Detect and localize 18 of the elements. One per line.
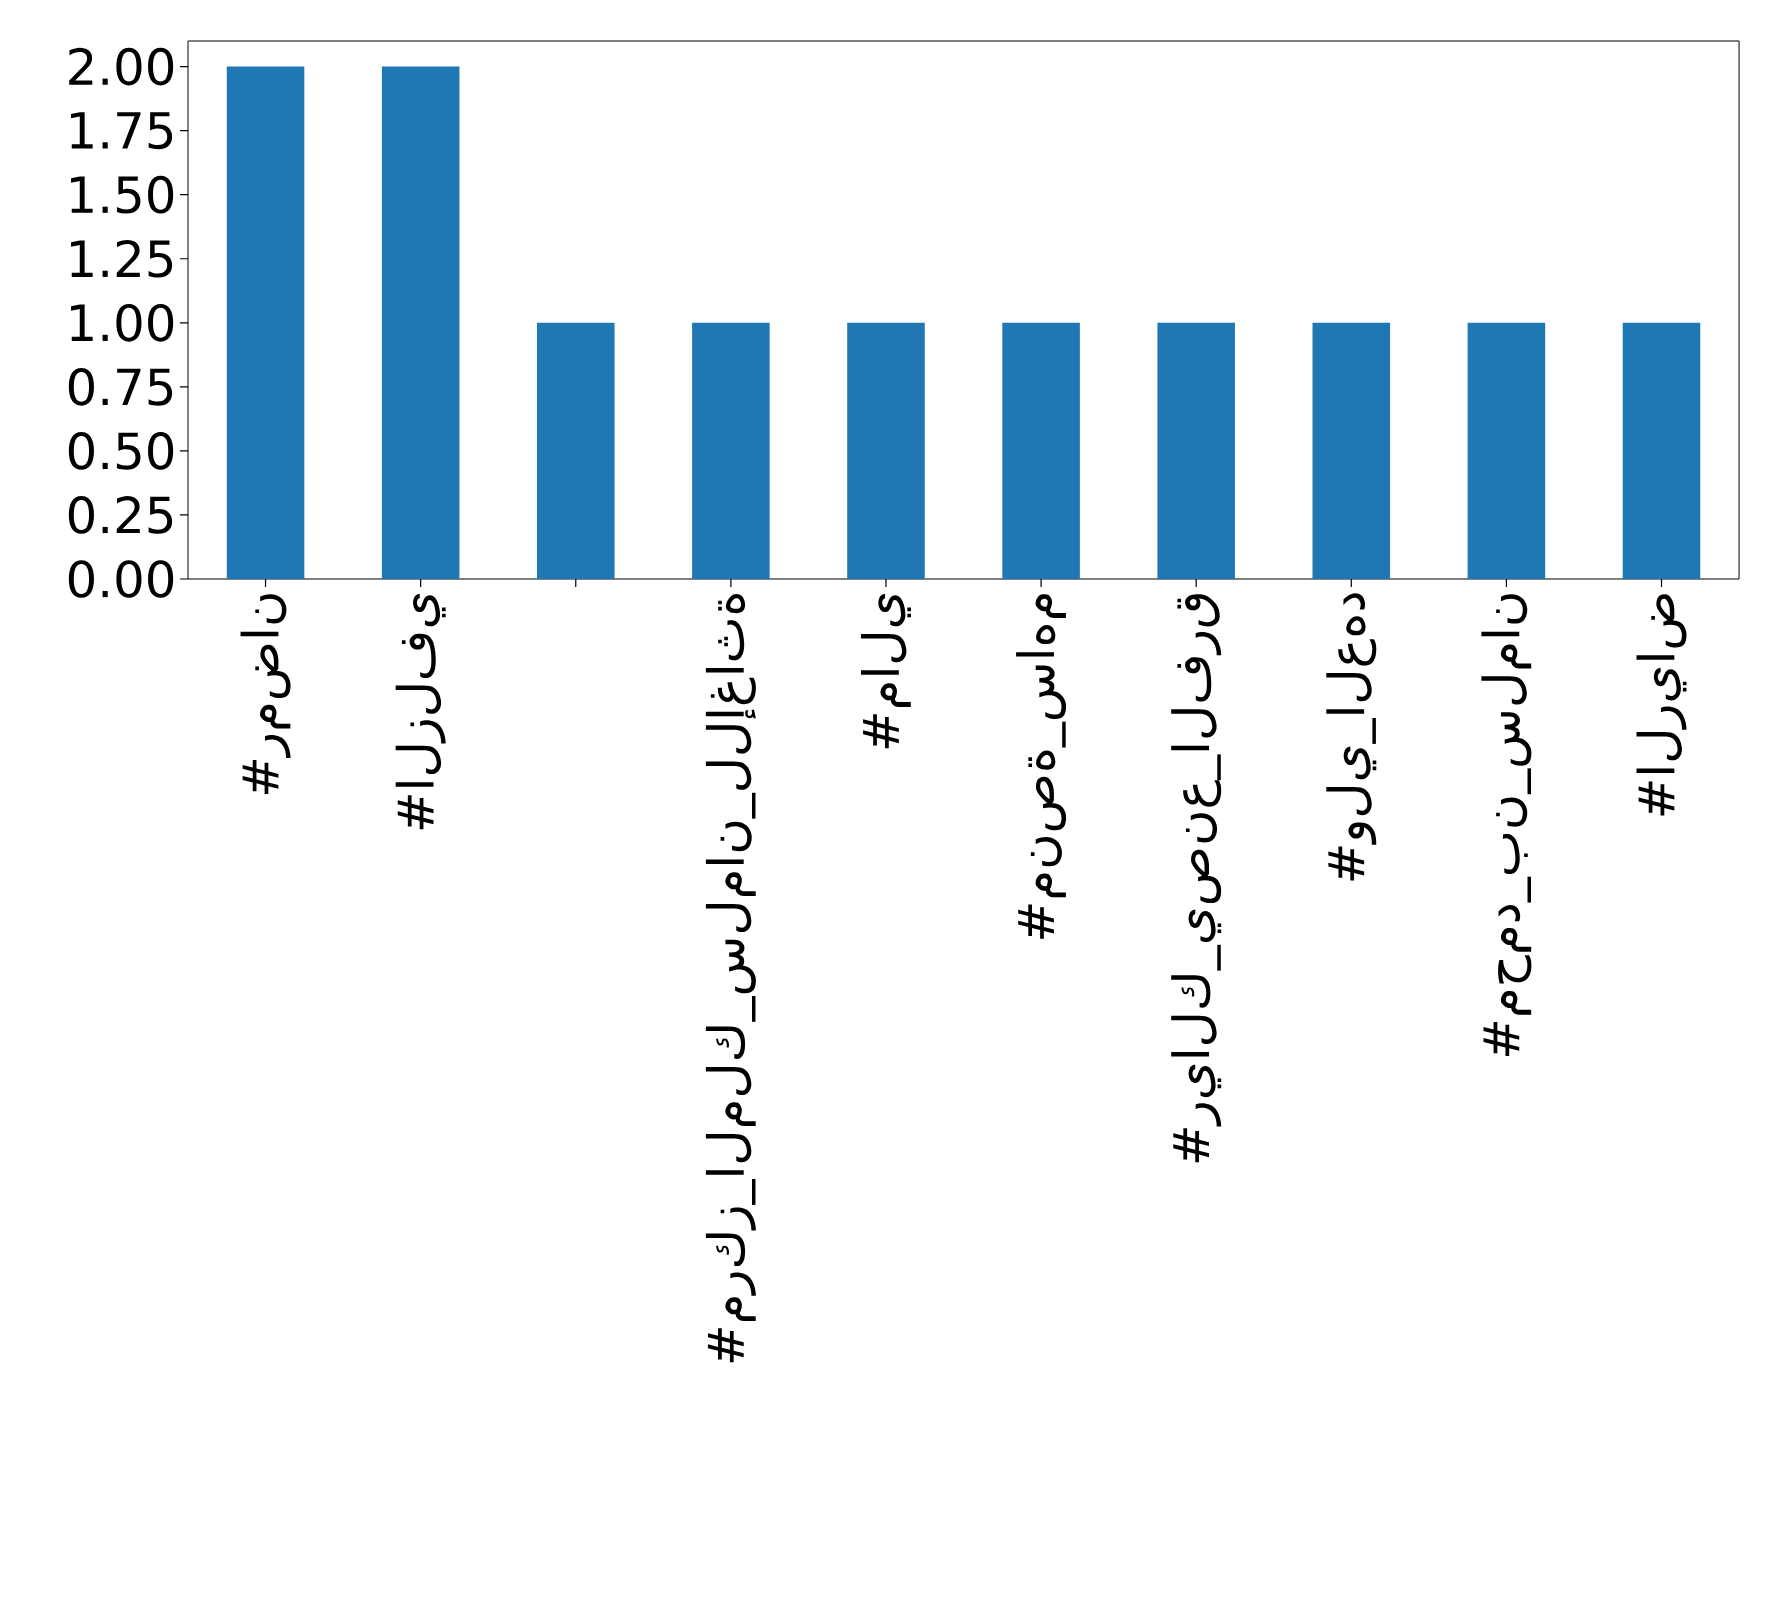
y-tick-label: 2.00	[69, 47, 174, 86]
x-tick-label: #رمضان	[240, 594, 291, 794]
x-tick-label: #منصة_ساهم	[1016, 594, 1067, 939]
x-tick-label: #الزلفي	[395, 593, 446, 830]
y-tick-label: 0.75	[68, 368, 173, 406]
y-tick-label: 0.50	[68, 432, 174, 470]
x-tick-label: #مركز_الملك_سلمان_للإغاثة	[705, 593, 756, 1363]
y-tick-label: 1.00	[71, 303, 174, 342]
x-tick-label: #محمد_بن_سلمان	[1481, 594, 1532, 1056]
y-tick-label: 1.75	[71, 112, 173, 150]
x-tick-label: #الرياض	[1636, 594, 1687, 816]
y-tick-label: 1.25	[71, 239, 173, 278]
y-tick-label: 0.25	[68, 496, 173, 534]
x-tick-label: #ريالك_يصنع_الفرق	[1171, 594, 1222, 1163]
x-tick-label: #ولي_العهد	[1326, 593, 1377, 881]
y-tick-label: 1.50	[71, 175, 174, 214]
x-tick-label: #مالي	[860, 593, 911, 749]
y-tick-label: 0.00	[68, 560, 174, 598]
